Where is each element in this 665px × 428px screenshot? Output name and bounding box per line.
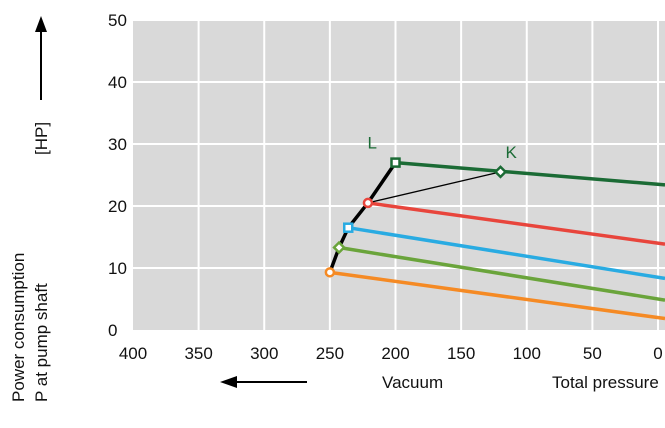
y-tick-label: 30 (108, 135, 127, 154)
x-tick-label: 300 (250, 344, 278, 363)
y-axis-label-line2: P at pump shaft (32, 283, 51, 402)
series-marker-1 (392, 159, 400, 167)
annotation-label-L: L (368, 134, 377, 153)
x-axis-label-total-pressure: Total pressure (552, 373, 659, 392)
y-axis-arrow-head (35, 16, 47, 32)
x-tick-label: 150 (447, 344, 475, 363)
x-tick-label: 100 (513, 344, 541, 363)
x-tick-label: 50 (583, 344, 602, 363)
y-axis-label-line1: Power consumption (9, 253, 28, 402)
y-axis-unit: [HP] (32, 122, 51, 155)
series-marker-3 (344, 224, 352, 232)
x-tick-label: 250 (316, 344, 344, 363)
series-marker-5 (326, 268, 334, 276)
series-marker-2 (364, 199, 372, 207)
y-tick-label: 50 (108, 11, 127, 30)
y-tick-label: 20 (108, 197, 127, 216)
y-tick-label: 10 (108, 259, 127, 278)
x-tick-label: 350 (184, 344, 212, 363)
x-axis-label-vacuum: Vacuum (382, 373, 443, 392)
x-tick-label: 200 (381, 344, 409, 363)
x-tick-label: 0 (653, 344, 662, 363)
y-tick-label: 0 (108, 321, 117, 340)
annotation-label-K: K (506, 143, 518, 162)
x-tick-label: 400 (119, 344, 147, 363)
y-tick-label: 40 (108, 73, 127, 92)
x-axis-arrow-head (220, 376, 237, 388)
